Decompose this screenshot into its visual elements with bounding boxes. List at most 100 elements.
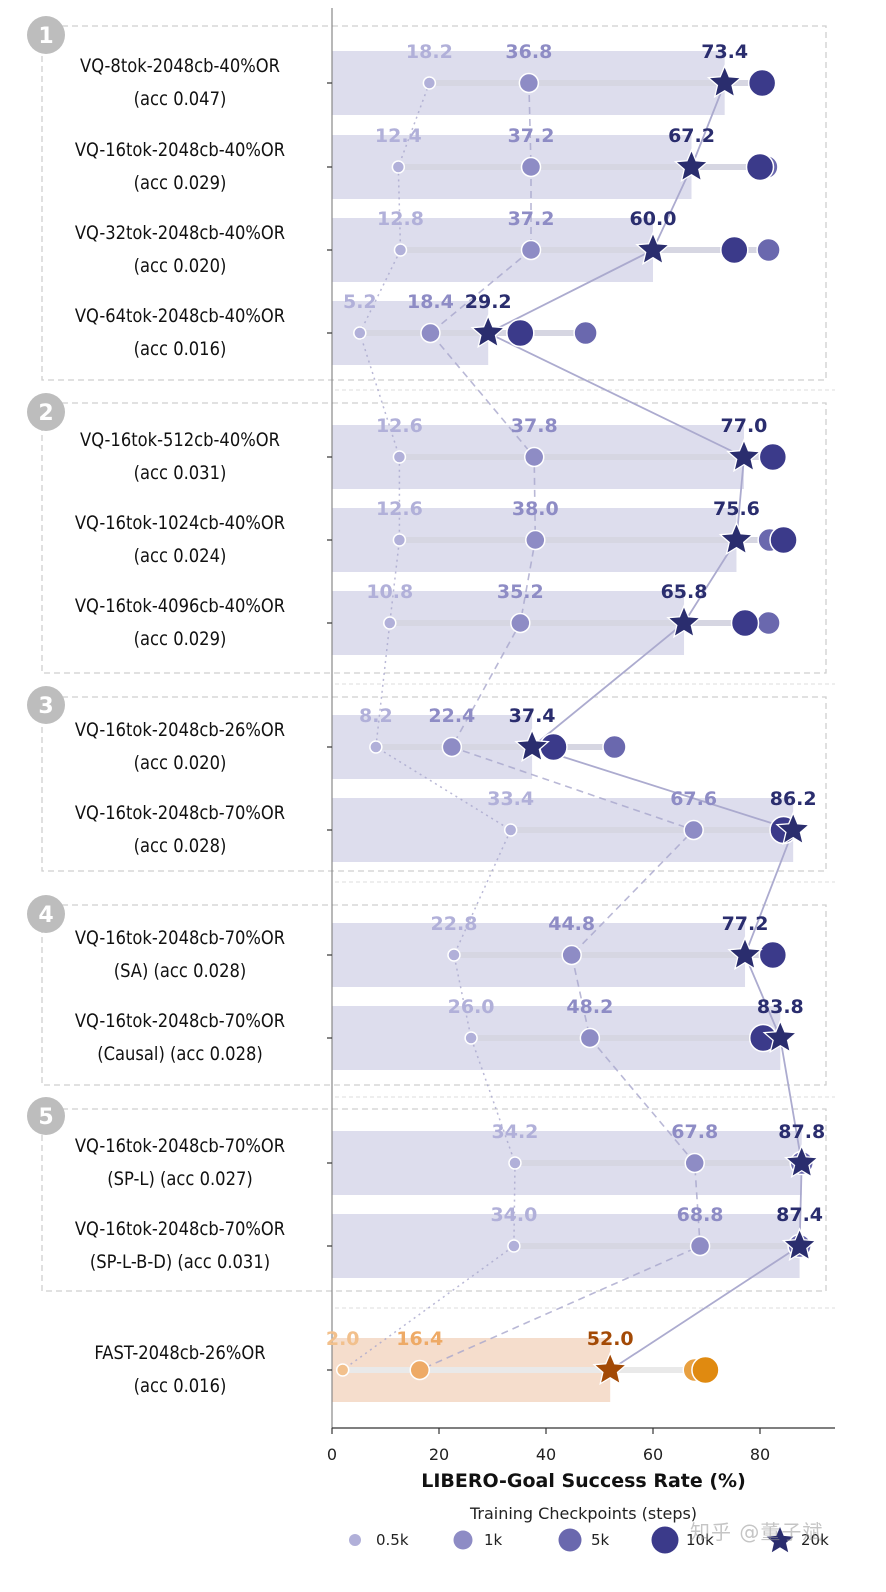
- legend-item: 0.5k: [340, 1526, 409, 1554]
- label-0.5k: 26.0: [448, 996, 495, 1018]
- legend-item: 5k: [555, 1526, 609, 1554]
- label-20k: 65.8: [661, 581, 708, 603]
- group-badge-number: 5: [38, 1105, 53, 1130]
- row-label-detail: (acc 0.020): [133, 255, 227, 277]
- group-frame: [41, 402, 827, 674]
- label-1k: 68.8: [677, 1204, 724, 1226]
- legend-label: 0.5k: [376, 1531, 409, 1549]
- group-badge: [27, 895, 65, 933]
- marker-10k: [745, 152, 775, 182]
- legend-label: 1k: [484, 1531, 503, 1549]
- marker-5k: [756, 237, 781, 263]
- row-label-name: VQ-16tok-2048cb-26%OR: [74, 719, 286, 741]
- label-0.5k: 12.8: [377, 208, 424, 230]
- label-0.5k: 10.8: [366, 581, 413, 603]
- x-tick-label: 40: [536, 1445, 556, 1464]
- row-label: VQ-64tok-2048cb-40%OR (acc 0.016): [60, 300, 301, 366]
- connector-1k: [419, 82, 701, 1371]
- group-frame: [41, 25, 827, 381]
- marker-1k: [684, 1152, 705, 1174]
- marker-10k: [769, 525, 798, 555]
- legend-label: 5k: [591, 1531, 610, 1549]
- legend-label: 20k: [801, 1531, 829, 1549]
- row-label: VQ-16tok-2048cb-40%OR (acc 0.029): [60, 134, 301, 200]
- marker-0.5k: [392, 450, 407, 464]
- row-label: VQ-16tok-2048cb-70%OR (SP-L-B-D) (acc 0.0…: [60, 1213, 301, 1279]
- label-0.5k: 22.8: [431, 913, 478, 935]
- marker-20k: [592, 1351, 629, 1386]
- label-20k: 52.0: [587, 1328, 634, 1350]
- row-label-name: VQ-16tok-2048cb-70%OR: [74, 802, 286, 824]
- label-20k: 86.2: [770, 788, 817, 810]
- marker-1k: [420, 322, 441, 344]
- marker-10k: [747, 68, 777, 98]
- row-label-detail: (SP-L-B-D) (acc 0.031): [89, 1251, 271, 1273]
- marker-20k: [706, 64, 743, 99]
- row-label-name: VQ-8tok-2048cb-40%OR: [80, 55, 280, 77]
- marker-0.5k: [369, 740, 383, 754]
- marker-0.5k: [508, 1156, 522, 1170]
- group-badge-number: 1: [38, 24, 53, 49]
- row-label-detail: (acc 0.029): [133, 172, 227, 194]
- row-label-detail: (acc 0.024): [133, 545, 227, 567]
- row-label: VQ-16tok-2048cb-70%OR (SP-L) (acc 0.027): [60, 1130, 301, 1196]
- marker-10k: [730, 608, 760, 638]
- x-axis-label: LIBERO-Goal Success Rate (%): [421, 1470, 746, 1492]
- label-0.5k: 2.0: [326, 1328, 360, 1350]
- row-label-detail: (acc 0.029): [133, 628, 227, 650]
- legend-label: 10k: [686, 1531, 714, 1549]
- row-label: VQ-16tok-1024cb-40%OR (acc 0.024): [60, 507, 301, 573]
- legend-marker-circle: [349, 1534, 361, 1546]
- group-frame: [41, 1108, 827, 1292]
- group-badge-number: 4: [38, 903, 53, 928]
- row-label-detail: (SP-L) (acc 0.027): [107, 1168, 253, 1190]
- x-tick-label: 20: [429, 1445, 449, 1464]
- marker-0.5k: [422, 76, 437, 90]
- marker-20k: [762, 1019, 799, 1054]
- group-badge: [27, 686, 65, 724]
- label-1k: 35.2: [497, 581, 544, 603]
- row-label-detail: (acc 0.016): [133, 1375, 227, 1397]
- row-label: VQ-16tok-512cb-40%OR (acc 0.031): [60, 424, 301, 490]
- label-1k: 22.4: [428, 705, 475, 727]
- label-1k: 36.8: [505, 41, 552, 63]
- row-label-name: VQ-16tok-512cb-40%OR: [80, 429, 280, 451]
- legend-title: Training Checkpoints (steps): [469, 1504, 698, 1523]
- label-1k: 16.4: [396, 1328, 443, 1350]
- legend-marker: [349, 1534, 361, 1546]
- marker-1k: [683, 819, 704, 841]
- marker-0.5k: [507, 1239, 521, 1253]
- label-0.5k: 12.6: [376, 415, 423, 437]
- marker-10k: [758, 940, 788, 970]
- label-1k: 67.6: [670, 788, 717, 810]
- row-label-name: VQ-64tok-2048cb-40%OR: [74, 305, 286, 327]
- row-label-detail: (acc 0.016): [133, 338, 227, 360]
- label-1k: 37.8: [511, 415, 558, 437]
- group-badge: [27, 1097, 65, 1135]
- legend-marker: [651, 1526, 679, 1554]
- marker-0.5k: [503, 823, 518, 837]
- marker-5k: [573, 320, 598, 346]
- row-label-name: VQ-32tok-2048cb-40%OR: [74, 222, 286, 244]
- row-label: VQ-16tok-4096cb-40%OR (acc 0.029): [60, 590, 301, 656]
- marker-1k: [518, 72, 540, 94]
- marker-20k: [514, 728, 550, 763]
- label-20k: 83.8: [757, 996, 804, 1018]
- marker-1k: [510, 612, 531, 634]
- row-label: VQ-8tok-2048cb-40%OR (acc 0.047): [60, 50, 301, 116]
- label-0.5k: 18.2: [406, 41, 453, 63]
- x-tick-label: 0: [327, 1445, 337, 1464]
- marker-1k: [409, 1359, 430, 1381]
- marker-1k: [525, 529, 546, 551]
- group-badge-number: 3: [38, 694, 53, 719]
- group-badge: [27, 16, 65, 54]
- label-20k: 29.2: [465, 291, 512, 313]
- marker-1k: [520, 156, 542, 178]
- row-label-name: VQ-16tok-2048cb-70%OR: [74, 1010, 286, 1032]
- marker-1k: [689, 1235, 711, 1257]
- label-1k: 37.2: [508, 125, 555, 147]
- row-label-name: VQ-16tok-2048cb-70%OR: [74, 1218, 286, 1240]
- row-label: VQ-16tok-2048cb-70%OR (acc 0.028): [60, 797, 301, 863]
- marker-1k: [579, 1027, 601, 1049]
